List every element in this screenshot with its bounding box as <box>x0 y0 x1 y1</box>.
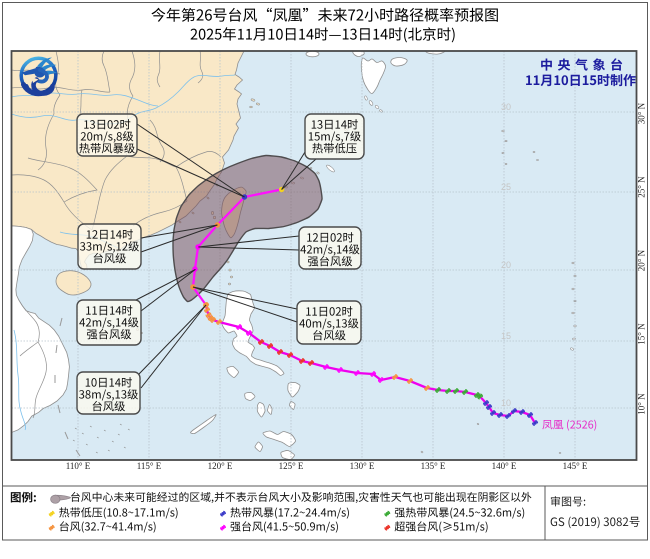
svg-text:15: 15 <box>501 331 511 341</box>
svg-text:10: 10 <box>501 398 511 408</box>
svg-text:120° E: 120° E <box>208 461 233 471</box>
svg-text:110° E: 110° E <box>66 461 91 471</box>
svg-text:140° E: 140° E <box>492 461 517 471</box>
svg-text:135° E: 135° E <box>421 461 446 471</box>
svg-text:20: 20 <box>501 260 511 270</box>
svg-text:25° N: 25° N <box>637 176 647 198</box>
svg-text:10° N: 10° N <box>637 393 647 415</box>
svg-text:130° E: 130° E <box>350 461 375 471</box>
svg-text:30: 30 <box>501 102 511 112</box>
svg-text:145° E: 145° E <box>563 461 588 471</box>
svg-text:20° N: 20° N <box>637 249 647 271</box>
svg-text:30° N: 30° N <box>637 102 647 124</box>
svg-text:115° E: 115° E <box>137 461 162 471</box>
svg-text:25: 25 <box>501 182 511 192</box>
svg-text:125° E: 125° E <box>279 461 304 471</box>
svg-text:15° N: 15° N <box>637 323 647 345</box>
